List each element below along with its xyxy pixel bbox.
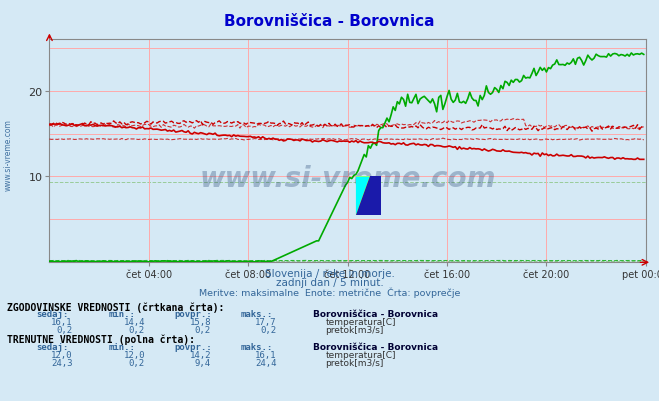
- Polygon shape: [356, 177, 370, 216]
- Text: pretok[m3/s]: pretok[m3/s]: [326, 326, 384, 334]
- Text: 14,4: 14,4: [123, 318, 145, 326]
- Polygon shape: [356, 177, 381, 216]
- Text: ZGODOVINSKE VREDNOSTI (črtkana črta):: ZGODOVINSKE VREDNOSTI (črtkana črta):: [7, 302, 224, 312]
- Text: sedaj:: sedaj:: [36, 342, 69, 350]
- Text: sedaj:: sedaj:: [36, 310, 69, 318]
- Text: min.:: min.:: [109, 342, 136, 350]
- Text: www.si-vreme.com: www.si-vreme.com: [3, 119, 13, 190]
- Bar: [356, 177, 381, 216]
- Text: Borovniščica - Borovnica: Borovniščica - Borovnica: [313, 310, 438, 318]
- Text: maks.:: maks.:: [241, 342, 273, 350]
- Text: Meritve: maksimalne  Enote: metrične  Črta: povprečje: Meritve: maksimalne Enote: metrične Črta…: [199, 286, 460, 297]
- Text: maks.:: maks.:: [241, 310, 273, 318]
- Text: www.si-vreme.com: www.si-vreme.com: [200, 164, 496, 192]
- Text: temperatura[C]: temperatura[C]: [326, 318, 396, 326]
- Text: povpr.:: povpr.:: [175, 310, 212, 318]
- Text: 12,0: 12,0: [51, 350, 72, 358]
- Text: 9,4: 9,4: [195, 358, 211, 367]
- Text: Slovenija / reke in morje.: Slovenija / reke in morje.: [264, 269, 395, 279]
- Text: pretok[m3/s]: pretok[m3/s]: [326, 358, 384, 367]
- Text: TRENUTNE VREDNOSTI (polna črta):: TRENUTNE VREDNOSTI (polna črta):: [7, 334, 194, 344]
- Text: 0,2: 0,2: [261, 326, 277, 334]
- Text: 12,0: 12,0: [123, 350, 145, 358]
- Text: 16,1: 16,1: [51, 318, 72, 326]
- Text: povpr.:: povpr.:: [175, 342, 212, 350]
- Text: 0,2: 0,2: [129, 358, 145, 367]
- Text: 0,2: 0,2: [57, 326, 72, 334]
- Text: temperatura[C]: temperatura[C]: [326, 350, 396, 358]
- Text: 16,1: 16,1: [255, 350, 277, 358]
- Text: 0,2: 0,2: [129, 326, 145, 334]
- Text: 24,3: 24,3: [51, 358, 72, 367]
- Text: Borovniščica - Borovnica: Borovniščica - Borovnica: [313, 342, 438, 350]
- Text: 17,7: 17,7: [255, 318, 277, 326]
- Text: Borovniščica - Borovnica: Borovniščica - Borovnica: [224, 14, 435, 29]
- Text: 15,8: 15,8: [189, 318, 211, 326]
- Text: 0,2: 0,2: [195, 326, 211, 334]
- Text: zadnji dan / 5 minut.: zadnji dan / 5 minut.: [275, 277, 384, 288]
- Text: min.:: min.:: [109, 310, 136, 318]
- Text: 24,4: 24,4: [255, 358, 277, 367]
- Text: 14,2: 14,2: [189, 350, 211, 358]
